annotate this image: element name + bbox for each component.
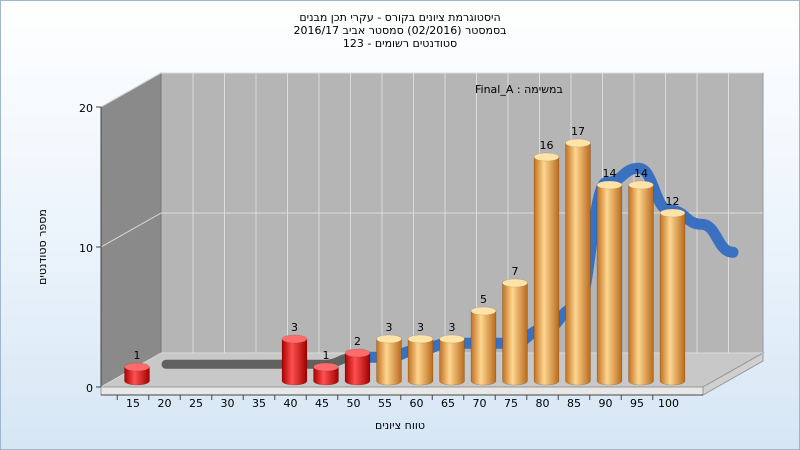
x-tick-label-14: 85 xyxy=(567,397,581,410)
bar-body-70 xyxy=(470,310,497,386)
bar-80: 16 xyxy=(533,139,560,386)
bar-body-40 xyxy=(281,338,308,386)
x-tick-label-10: 65 xyxy=(441,397,455,410)
chart-annotation: במשימה : Final_A xyxy=(475,83,563,96)
bar-value-label-70: 5 xyxy=(480,293,487,306)
x-tick-label-11: 70 xyxy=(473,397,487,410)
x-tick-label-6: 45 xyxy=(315,397,329,410)
x-tick-label-8: 55 xyxy=(378,397,392,410)
bar-body-65 xyxy=(439,338,465,386)
bar-90: 14 xyxy=(596,167,623,386)
bar-95: 14 xyxy=(628,167,654,386)
x-axis-label: טווח ציונים xyxy=(375,419,425,432)
bar-body-85 xyxy=(565,142,591,386)
bar-value-label-90: 14 xyxy=(603,167,617,180)
bar-body-100 xyxy=(659,212,686,386)
x-tick-label-3: 30 xyxy=(221,397,235,410)
bar-body-95 xyxy=(628,184,654,386)
chart-title-line-3: סטודנטים רשומים - 123 xyxy=(342,37,458,50)
floor-edge xyxy=(100,386,704,396)
bar-60: 3 xyxy=(407,321,434,386)
bar-45: 1 xyxy=(313,349,339,386)
x-tick-label-17: 100 xyxy=(658,397,679,410)
bar-75: 7 xyxy=(502,265,528,386)
grid-side-1 xyxy=(100,212,162,248)
bar-top-50 xyxy=(344,348,371,358)
bar-55: 3 xyxy=(376,321,402,386)
y-tick-label-0: 0 xyxy=(86,382,93,395)
x-tick-label-7: 50 xyxy=(347,397,361,410)
x-tick-label-4: 35 xyxy=(252,397,266,410)
bar-top-75 xyxy=(502,278,528,288)
chart-title-line-1: היסטוגרמת ציונים בקורס - עקרי תכן מבנים xyxy=(299,11,501,24)
bar-body-55 xyxy=(376,338,402,386)
x-tick-label-5: 40 xyxy=(284,397,298,410)
bar-50: 2 xyxy=(344,335,371,386)
bar-value-label-15: 1 xyxy=(134,349,141,362)
bar-value-label-40: 3 xyxy=(291,321,298,334)
bar-body-60 xyxy=(407,338,434,386)
bar-top-45 xyxy=(313,362,339,372)
bar-value-label-50: 2 xyxy=(354,335,361,348)
y-tick-label-2: 20 xyxy=(79,102,93,115)
bar-body-45 xyxy=(313,366,339,386)
bar-top-40 xyxy=(281,334,308,344)
x-tick-label-9: 60 xyxy=(410,397,424,410)
bar-65: 3 xyxy=(439,321,465,386)
floor-edge-side xyxy=(702,352,764,396)
bar-top-100 xyxy=(659,208,686,218)
bar-body-80 xyxy=(533,156,560,386)
bar-value-label-65: 3 xyxy=(449,321,456,334)
bar-top-55 xyxy=(376,334,402,344)
bar-85: 17 xyxy=(565,125,591,386)
bar-top-60 xyxy=(407,334,434,344)
bar-70: 5 xyxy=(470,293,497,386)
bar-value-label-85: 17 xyxy=(571,125,585,138)
x-tick-label-16: 95 xyxy=(630,397,644,410)
bar-top-80 xyxy=(533,152,560,162)
bar-body-15 xyxy=(124,366,150,386)
bar-top-85 xyxy=(565,138,591,148)
bar-top-95 xyxy=(628,180,654,190)
bar-value-label-80: 16 xyxy=(540,139,554,152)
bar-value-label-100: 12 xyxy=(666,195,680,208)
grid-side-2 xyxy=(100,72,162,108)
bar-40: 3 xyxy=(281,321,308,386)
bar-100: 12 xyxy=(659,195,686,386)
bar-top-15 xyxy=(124,362,150,372)
bar-value-label-95: 14 xyxy=(634,167,648,180)
y-axis-label: מספר סטודנטים xyxy=(36,209,49,285)
x-tick-label-2: 25 xyxy=(189,397,203,410)
bar-value-label-60: 3 xyxy=(417,321,424,334)
bar-body-50 xyxy=(344,352,371,386)
bar-body-75 xyxy=(502,282,528,386)
bar-top-90 xyxy=(596,180,623,190)
chart-title-line-2: בסמסטר (02/2016) סמסטר אביב 2016/17 xyxy=(293,24,507,37)
y-tick-label-1: 10 xyxy=(79,242,93,255)
bar-value-label-75: 7 xyxy=(512,265,519,278)
x-tick-label-0: 15 xyxy=(126,397,140,410)
bar-value-label-45: 1 xyxy=(323,349,330,362)
x-tick-label-15: 90 xyxy=(599,397,613,410)
x-tick-label-12: 75 xyxy=(504,397,518,410)
x-tick-label-13: 80 xyxy=(536,397,550,410)
bar-15: 1 xyxy=(124,349,150,386)
x-tick-label-1: 20 xyxy=(158,397,172,410)
bar-top-70 xyxy=(470,306,497,316)
bar-top-65 xyxy=(439,334,465,344)
bar-value-label-55: 3 xyxy=(386,321,393,334)
bar-body-90 xyxy=(596,184,623,386)
